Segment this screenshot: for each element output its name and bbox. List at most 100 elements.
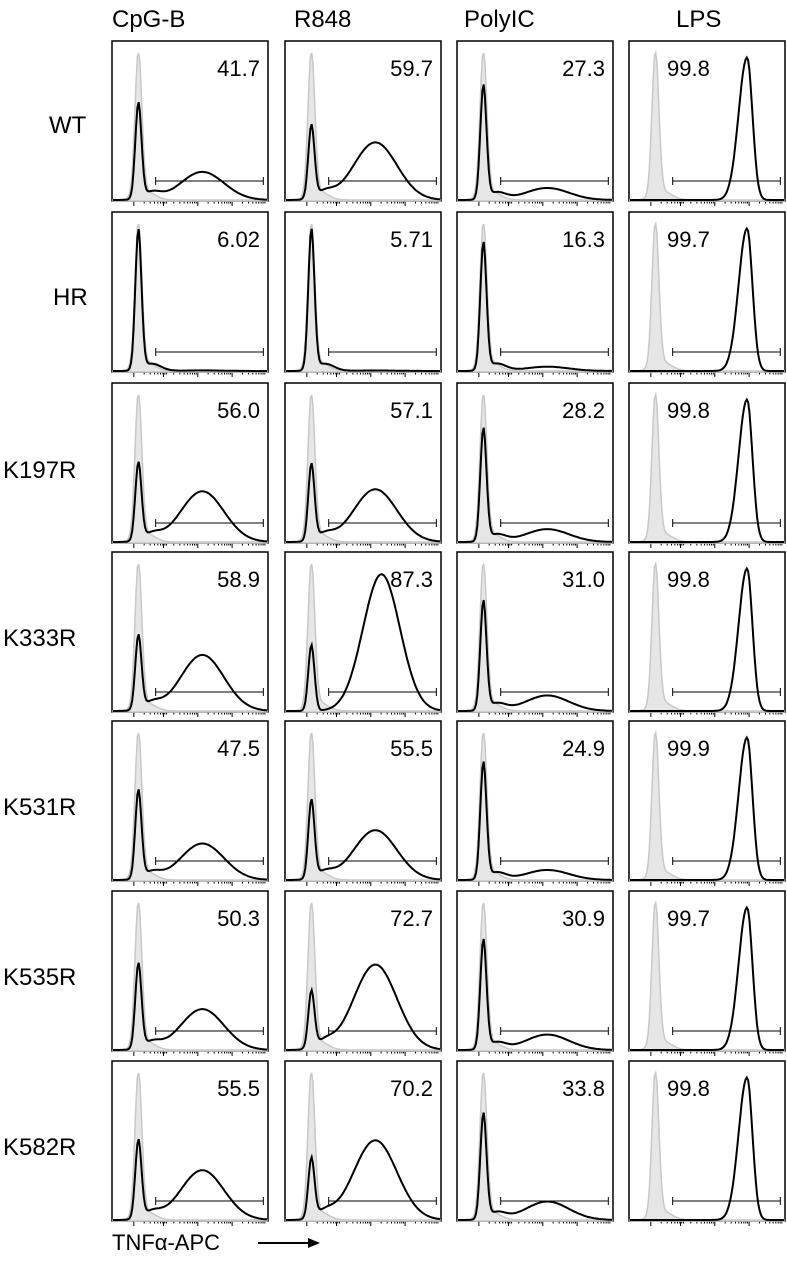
stimulated-histogram — [458, 241, 613, 372]
control-histogram — [285, 52, 441, 202]
positive-gate — [328, 688, 437, 696]
control-histogram — [457, 394, 613, 544]
positive-gate — [328, 1197, 437, 1205]
panel-k535r-lps: 99.7 — [628, 890, 786, 1056]
panel-k197r-cpg-b: 56.0 — [111, 382, 269, 548]
positive-gate — [672, 857, 781, 865]
panel-k333r-lps: 99.8 — [628, 551, 786, 717]
control-histogram — [285, 732, 441, 882]
control-histogram — [112, 902, 268, 1052]
gate-percentage: 50.3 — [217, 906, 260, 931]
column-header-lps: LPS — [676, 6, 721, 33]
gate-percentage: 99.7 — [667, 906, 710, 931]
panel-k531r-polyic: 24.9 — [456, 720, 614, 886]
positive-gate — [328, 348, 437, 356]
control-histogram — [112, 394, 268, 544]
panel-k535r-cpg-b: 50.3 — [111, 890, 269, 1056]
stimulated-histogram — [113, 229, 267, 372]
row-label-k582r: K582R — [3, 1134, 76, 1161]
stimulated-histogram — [458, 599, 612, 712]
panel-k333r-polyic: 31.0 — [456, 551, 614, 717]
positive-gate — [328, 1027, 437, 1035]
stimulated-histogram — [630, 1075, 784, 1221]
stimulated-histogram — [458, 84, 613, 201]
gate-percentage: 27.3 — [562, 56, 605, 81]
control-histogram — [457, 52, 613, 202]
stimulated-histogram — [630, 735, 784, 881]
positive-gate — [500, 1197, 609, 1205]
positive-gate — [155, 688, 264, 696]
control-histogram — [112, 563, 268, 713]
stimulated-histogram — [630, 566, 784, 712]
panel-k333r-cpg-b: 58.9 — [111, 551, 269, 717]
positive-gate — [500, 857, 609, 865]
panel-k582r-cpg-b: 55.5 — [111, 1060, 269, 1226]
positive-gate — [155, 1027, 264, 1035]
gate-percentage: 30.9 — [562, 906, 605, 931]
panel-k582r-r848: 70.2 — [284, 1060, 442, 1226]
row-label-k535r: K535R — [3, 964, 76, 991]
gate-percentage: 70.2 — [390, 1076, 433, 1101]
histogram-panels: 41.7 59.7 27.3 99.8 6.02 5.71 16.3 99.7 56.0 57.1… — [111, 40, 786, 1226]
positive-gate — [155, 857, 264, 865]
panel-k197r-polyic: 28.2 — [456, 382, 614, 548]
control-histogram — [112, 1072, 268, 1222]
panel-k531r-cpg-b: 47.5 — [111, 720, 269, 886]
panel-hr-r848: 5.71 — [284, 211, 442, 377]
gate-percentage: 55.5 — [217, 1076, 260, 1101]
panel-k333r-r848: 87.3 — [284, 551, 442, 717]
stimulated-histogram — [286, 1139, 441, 1221]
gate-percentage: 31.0 — [562, 567, 605, 592]
positive-gate — [328, 519, 437, 527]
stimulated-histogram — [113, 102, 268, 201]
gate-percentage: 16.3 — [562, 227, 605, 252]
panel-wt-lps: 99.8 — [628, 40, 786, 206]
panel-hr-polyic: 16.3 — [456, 211, 614, 377]
row-label-k531r: K531R — [3, 794, 76, 821]
stimulated-histogram — [630, 55, 784, 201]
control-histogram — [285, 1072, 441, 1222]
panel-wt-r848: 59.7 — [284, 40, 442, 206]
control-histogram — [112, 732, 268, 882]
positive-gate — [155, 177, 264, 185]
gate-percentage: 99.7 — [667, 227, 710, 252]
stimulated-histogram — [113, 962, 267, 1051]
positive-gate — [155, 519, 264, 527]
row-label-hr: HR — [53, 284, 88, 311]
panel-hr-cpg-b: 6.02 — [111, 211, 269, 377]
gate-percentage: 59.7 — [390, 56, 433, 81]
positive-gate — [672, 1027, 781, 1035]
stimulated-histogram — [286, 228, 440, 372]
gate-percentage: 41.7 — [217, 56, 260, 81]
column-header-r848: R848 — [294, 6, 351, 33]
panel-k531r-r848: 55.5 — [284, 720, 442, 886]
control-histogram — [457, 563, 613, 713]
positive-gate — [672, 519, 781, 527]
gate-percentage: 57.1 — [390, 398, 433, 423]
positive-gate — [500, 348, 609, 356]
gate-percentage: 24.9 — [562, 736, 605, 761]
stimulated-histogram — [113, 789, 268, 881]
stimulated-histogram — [286, 462, 441, 543]
gate-percentage: 99.8 — [667, 56, 710, 81]
positive-gate — [155, 1197, 264, 1205]
gate-percentage: 87.3 — [390, 567, 433, 592]
stimulated-histogram — [113, 461, 268, 543]
stimulated-histogram — [286, 963, 441, 1051]
stimulated-histogram — [458, 427, 613, 543]
stimulated-histogram — [458, 761, 612, 881]
stimulated-histogram — [286, 573, 441, 712]
positive-gate — [672, 688, 781, 696]
positive-gate — [672, 177, 781, 185]
positive-gate — [500, 688, 609, 696]
panel-hr-lps: 99.7 — [628, 211, 786, 377]
control-histogram — [457, 1072, 613, 1222]
positive-gate — [155, 348, 264, 356]
stimulated-histogram — [286, 798, 441, 881]
control-histogram — [112, 52, 268, 202]
gate-percentage: 56.0 — [217, 398, 260, 423]
positive-gate — [500, 177, 609, 185]
stimulated-histogram — [286, 124, 441, 201]
stimulated-histogram — [630, 905, 784, 1051]
